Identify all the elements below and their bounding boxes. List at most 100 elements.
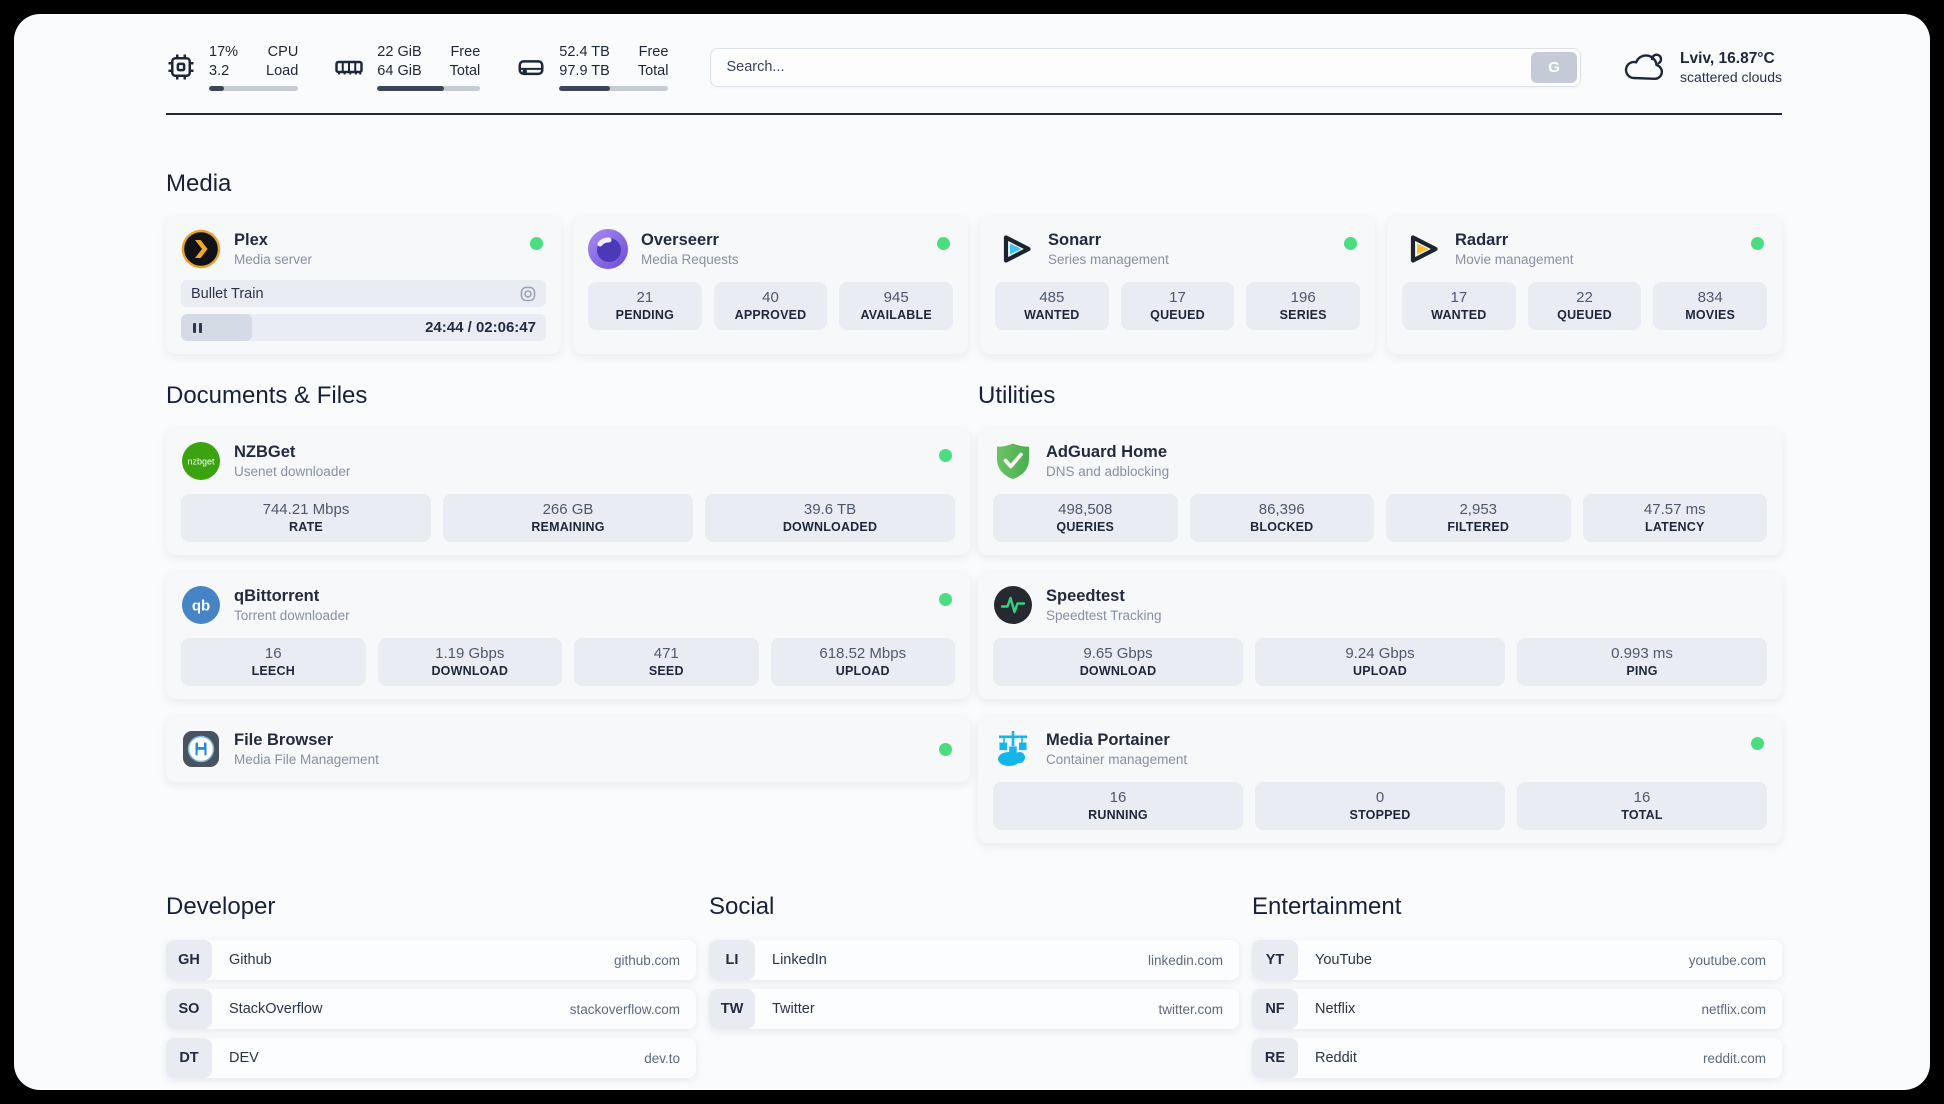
link-item-youtube[interactable]: YT YouTube youtube.com xyxy=(1252,940,1782,980)
stat-value: 47.57 ms xyxy=(1643,501,1706,518)
plex-icon xyxy=(181,229,221,269)
search-input[interactable] xyxy=(710,47,1582,87)
stat-box: 266 GB REMAINING xyxy=(443,494,693,542)
app-subtitle: Media server xyxy=(234,252,313,268)
stat-label: SEED xyxy=(648,664,684,678)
app-subtitle: Movie management xyxy=(1455,252,1574,268)
stat-box: 744.21 Mbps RATE xyxy=(181,494,431,542)
link-item-netflix[interactable]: NF Netflix netflix.com xyxy=(1252,989,1782,1029)
cpu-progress-track xyxy=(209,85,299,91)
app-subtitle: Media File Management xyxy=(234,752,379,768)
stat-label: LATENCY xyxy=(1645,520,1705,534)
stat-box: 196 SERIES xyxy=(1246,282,1361,330)
disk-free-value: 52.4 TB xyxy=(559,44,610,61)
status-online-dot xyxy=(939,449,952,462)
stat-value: 17 xyxy=(1169,289,1186,306)
app-name: Speedtest xyxy=(1046,586,1125,605)
status-online-dot xyxy=(1344,237,1357,250)
stat-value: 16 xyxy=(1109,789,1127,806)
stat-box: 834 MOVIES xyxy=(1653,282,1768,330)
memory-total-value: 64 GiB xyxy=(377,63,422,79)
memory-free-label: Free xyxy=(450,44,481,61)
app-card-portainer[interactable]: Media Portainer Container management 16 … xyxy=(978,716,1782,843)
stat-value: 485 xyxy=(1039,289,1065,306)
stat-label: AVAILABLE xyxy=(860,308,932,322)
stat-value: 39.6 TB xyxy=(803,501,857,518)
stat-value: 498,508 xyxy=(1058,501,1113,518)
stat-box: 618.52 Mbps UPLOAD xyxy=(770,638,955,686)
stat-value: 21 xyxy=(636,289,654,306)
link-item-reddit[interactable]: RE Reddit reddit.com xyxy=(1252,1038,1782,1078)
cpu-load-label: Load xyxy=(266,63,299,79)
sonarr-icon xyxy=(1003,235,1031,263)
documents-column: Documents & Files nzbget NZBGet Usenet d… xyxy=(166,382,970,843)
app-card-overseerr[interactable]: Overseerr Media Requests 21 PENDING 40 A… xyxy=(573,216,968,354)
disk-total-label: Total xyxy=(637,63,669,79)
link-url: reddit.com xyxy=(1702,1050,1766,1066)
search-bar: G xyxy=(710,47,1582,87)
link-item-github[interactable]: GH Github github.com xyxy=(166,940,696,980)
stat-box: 0.993 ms PING xyxy=(1517,638,1767,686)
disk-widget: 52.4 TB 97.9 TB Free Total xyxy=(516,43,669,91)
cloud-icon xyxy=(1624,53,1664,80)
stat-value: 471 xyxy=(653,645,679,662)
app-subtitle: Torrent downloader xyxy=(234,608,350,624)
stat-label: LEECH xyxy=(251,664,295,678)
link-item-dev[interactable]: DT DEV dev.to xyxy=(166,1038,696,1078)
section-title-documents: Documents & Files xyxy=(166,382,368,409)
status-online-dot xyxy=(939,742,952,756)
link-name: YouTube xyxy=(1315,952,1372,968)
radarr-icon xyxy=(1410,235,1438,263)
app-card-speedtest[interactable]: Speedtest Speedtest Tracking 9.65 Gbps D… xyxy=(978,572,1782,699)
status-online-dot xyxy=(1751,237,1764,250)
disk-progress-fill xyxy=(559,85,610,91)
stat-label: DOWNLOAD xyxy=(431,664,509,678)
app-card-filebrowser[interactable]: File Browser Media File Management xyxy=(166,716,970,782)
stat-box: 9.65 Gbps DOWNLOAD xyxy=(993,638,1243,686)
link-name: DEV xyxy=(229,1050,259,1066)
header-divider xyxy=(166,113,1782,115)
app-subtitle: DNS and adblocking xyxy=(1046,464,1170,480)
stat-label: WANTED xyxy=(1431,308,1487,322)
stat-value: 266 GB xyxy=(542,501,594,518)
app-card-adguard[interactable]: AdGuard Home DNS and adblocking 498,508 … xyxy=(978,428,1782,555)
stat-value: 0 xyxy=(1375,789,1385,806)
session-icon xyxy=(520,286,536,301)
app-subtitle: Usenet downloader xyxy=(234,464,351,480)
app-card-qbittorrent[interactable]: qb qBittorrent Torrent downloader 16 LEE… xyxy=(166,572,970,699)
stat-value: 0.993 ms xyxy=(1611,645,1673,662)
app-name: Overseerr xyxy=(641,230,719,249)
link-item-twitter[interactable]: TW Twitter twitter.com xyxy=(709,989,1239,1029)
search-engine-button[interactable]: G xyxy=(1531,51,1578,83)
stat-box: 17 QUEUED xyxy=(1120,282,1235,330)
stat-label: UPLOAD xyxy=(1353,664,1407,678)
playback-progress-fill xyxy=(181,314,253,341)
stat-value: 945 xyxy=(883,289,909,306)
link-item-stackoverflow[interactable]: SO StackOverflow stackoverflow.com xyxy=(166,989,696,1029)
weather-location-temp: Lviv, 16.87°C xyxy=(1680,49,1775,67)
stat-box: 17 WANTED xyxy=(1402,282,1516,330)
stat-value: 834 xyxy=(1697,289,1723,306)
stat-value: 86,396 xyxy=(1258,501,1305,518)
link-url: linkedin.com xyxy=(1147,952,1223,968)
speedtest-icon xyxy=(994,586,1032,624)
app-card-nzbget[interactable]: nzbget NZBGet Usenet downloader 744.21 M… xyxy=(166,428,970,555)
pause-button[interactable] xyxy=(191,319,204,337)
entertainment-links-column: Entertainment YT YouTube youtube.com NF … xyxy=(1252,893,1782,1078)
stat-label: STOPPED xyxy=(1349,808,1411,822)
utilities-column: Utilities AdGuard Home xyxy=(978,382,1782,843)
link-abbr-badge: DT xyxy=(166,1038,212,1078)
app-name: AdGuard Home xyxy=(1046,442,1168,461)
stat-label: RATE xyxy=(289,520,323,534)
cpu-usage-value: 17% xyxy=(209,44,239,61)
stat-box: 16 TOTAL xyxy=(1517,782,1767,830)
app-card-sonarr[interactable]: Sonarr Series management 485 WANTED 17 Q… xyxy=(980,216,1375,354)
link-item-linkedin[interactable]: LI LinkedIn linkedin.com xyxy=(709,940,1239,980)
app-card-radarr[interactable]: Radarr Movie management 17 WANTED 22 QUE… xyxy=(1387,216,1782,354)
cpu-load-value: 3.2 xyxy=(209,63,230,79)
app-card-plex[interactable]: Plex Media server Bullet Train 24:44 / 0… xyxy=(166,216,561,354)
cpu-progress-fill xyxy=(209,85,225,91)
app-subtitle: Container management xyxy=(1046,752,1188,768)
stat-box: 471 SEED xyxy=(574,638,759,686)
link-abbr-badge: NF xyxy=(1252,989,1298,1029)
